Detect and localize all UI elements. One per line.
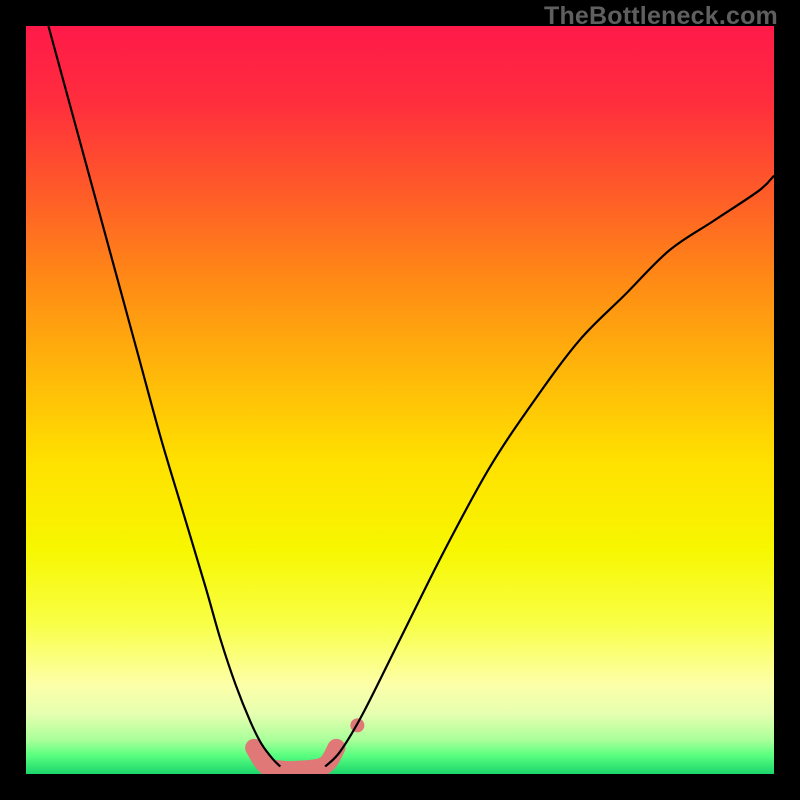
- curve-right-branch: [325, 176, 774, 767]
- curve-left-branch: [48, 26, 280, 767]
- watermark-text: TheBottleneck.com: [544, 2, 778, 31]
- plot-area: [26, 26, 774, 774]
- bottleneck-curve: [26, 26, 774, 774]
- chart-frame: [0, 0, 800, 800]
